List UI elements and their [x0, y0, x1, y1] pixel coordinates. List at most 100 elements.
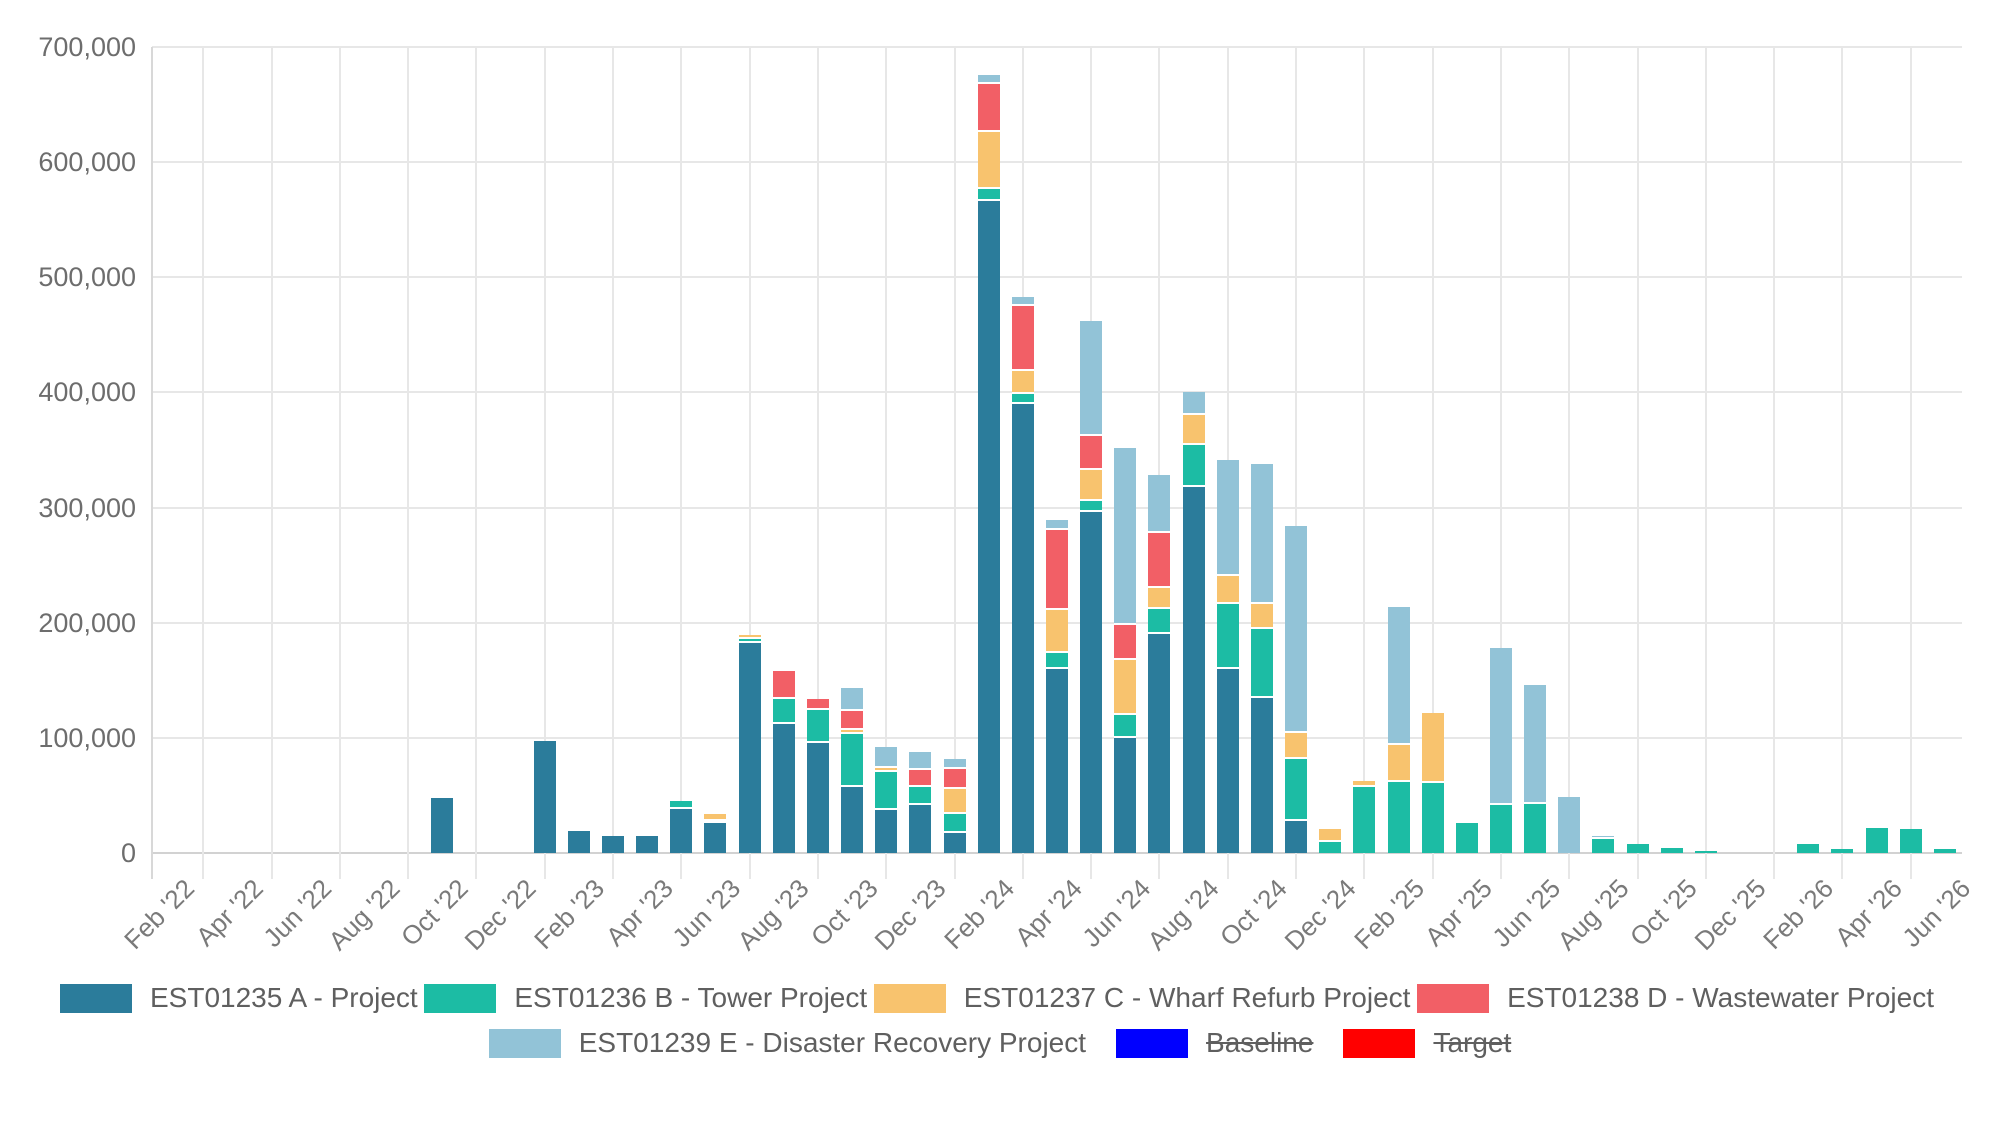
- bar-segment-c[interactable]: [1080, 469, 1103, 501]
- bar-segment-c[interactable]: [875, 767, 898, 773]
- bar-segment-e[interactable]: [1216, 460, 1239, 576]
- bar-segment-e[interactable]: [1080, 321, 1103, 437]
- bar-aug-25[interactable]: [1592, 835, 1615, 853]
- bar-segment-b[interactable]: [841, 734, 864, 788]
- bar-segment-a[interactable]: [841, 787, 864, 853]
- bar-segment-c[interactable]: [1285, 733, 1308, 759]
- bar-segment-e[interactable]: [1011, 296, 1034, 307]
- bar-segment-b[interactable]: [806, 710, 829, 743]
- bar-segment-b[interactable]: [1182, 445, 1205, 487]
- bar-segment-b[interactable]: [670, 801, 693, 810]
- bar-segment-b[interactable]: [1592, 839, 1615, 853]
- bar-segment-c[interactable]: [943, 788, 966, 814]
- bar-segment-c[interactable]: [977, 132, 1000, 189]
- bar-segment-b[interactable]: [1353, 787, 1376, 853]
- bar-segment-b[interactable]: [1489, 804, 1512, 853]
- bar-feb-24[interactable]: [977, 74, 1000, 853]
- bar-segment-e[interactable]: [875, 747, 898, 768]
- bar-feb-25[interactable]: [1387, 606, 1410, 853]
- bar-segment-d[interactable]: [1148, 532, 1171, 589]
- bar-segment-a[interactable]: [875, 810, 898, 853]
- bar-segment-c[interactable]: [1421, 712, 1444, 783]
- bar-segment-a[interactable]: [636, 836, 659, 853]
- legend-item-e[interactable]: EST01239 E - Disaster Recovery Project: [488, 1027, 1086, 1059]
- bar-segment-a[interactable]: [806, 742, 829, 853]
- bar-sep-24[interactable]: [1216, 460, 1239, 853]
- bar-segment-a[interactable]: [602, 836, 625, 853]
- bar-segment-c[interactable]: [1250, 604, 1273, 629]
- bar-segment-a[interactable]: [1216, 668, 1239, 853]
- bar-mar-25[interactable]: [1421, 712, 1444, 853]
- bar-segment-d[interactable]: [772, 671, 795, 699]
- bar-may-23[interactable]: [670, 801, 693, 853]
- bar-segment-c[interactable]: [1182, 415, 1205, 446]
- bar-segment-b[interactable]: [772, 698, 795, 724]
- bar-segment-a[interactable]: [1080, 512, 1103, 853]
- bar-dec-24[interactable]: [1319, 828, 1342, 853]
- bar-segment-b[interactable]: [1285, 758, 1308, 821]
- bar-segment-a[interactable]: [1011, 403, 1034, 853]
- bar-segment-e[interactable]: [1148, 475, 1171, 533]
- bar-segment-e[interactable]: [1524, 684, 1547, 804]
- bar-segment-d[interactable]: [841, 711, 864, 730]
- bar-segment-e[interactable]: [977, 74, 1000, 84]
- legend-item-a[interactable]: EST01235 A - Project: [60, 982, 418, 1014]
- bar-oct-25[interactable]: [1660, 848, 1683, 853]
- bar-jun-23[interactable]: [704, 813, 727, 853]
- bar-segment-d[interactable]: [1114, 625, 1137, 660]
- bar-segment-b[interactable]: [943, 813, 966, 834]
- bar-segment-c[interactable]: [1148, 588, 1171, 609]
- bar-apr-25[interactable]: [1455, 823, 1478, 853]
- bar-jan-23[interactable]: [533, 741, 556, 853]
- bar-segment-c[interactable]: [1114, 659, 1137, 715]
- bar-jun-26[interactable]: [1933, 849, 1956, 853]
- bar-mar-24[interactable]: [1011, 296, 1034, 853]
- bar-segment-b[interactable]: [977, 188, 1000, 202]
- bar-sep-25[interactable]: [1626, 843, 1649, 853]
- bar-segment-c[interactable]: [1216, 575, 1239, 605]
- bar-segment-e[interactable]: [1046, 520, 1068, 530]
- bar-segment-a[interactable]: [533, 741, 556, 853]
- bar-apr-26[interactable]: [1865, 827, 1888, 853]
- bar-segment-e[interactable]: [1489, 648, 1512, 805]
- bar-mar-23[interactable]: [602, 836, 625, 853]
- bar-apr-23[interactable]: [636, 836, 659, 853]
- legend-item-baseline[interactable]: Baseline: [1116, 1027, 1313, 1059]
- bar-segment-b[interactable]: [1831, 849, 1854, 853]
- bar-segment-c[interactable]: [1353, 780, 1376, 788]
- bar-may-26[interactable]: [1899, 828, 1922, 853]
- bar-jan-24[interactable]: [943, 758, 966, 853]
- bar-jul-23[interactable]: [738, 635, 761, 853]
- bar-jun-25[interactable]: [1524, 684, 1547, 853]
- legend-item-d[interactable]: EST01238 D - Wastewater Project: [1417, 982, 1934, 1014]
- bar-segment-b[interactable]: [1011, 393, 1034, 404]
- bar-segment-d[interactable]: [1046, 529, 1068, 611]
- bar-segment-b[interactable]: [1455, 823, 1478, 853]
- bar-segment-b[interactable]: [1216, 604, 1239, 669]
- bar-segment-e[interactable]: [1558, 796, 1581, 853]
- bar-segment-e[interactable]: [1250, 463, 1273, 605]
- bar-segment-a[interactable]: [567, 831, 590, 853]
- bar-segment-b[interactable]: [1933, 849, 1956, 853]
- legend-item-target[interactable]: Target: [1343, 1027, 1511, 1059]
- bar-segment-d[interactable]: [977, 83, 1000, 133]
- bar-segment-e[interactable]: [1114, 447, 1137, 626]
- bar-segment-c[interactable]: [841, 729, 864, 735]
- bar-segment-e[interactable]: [943, 758, 966, 769]
- bar-may-24[interactable]: [1080, 321, 1103, 853]
- bar-segment-a[interactable]: [1250, 697, 1273, 853]
- bar-segment-b[interactable]: [1114, 714, 1137, 738]
- bar-segment-b[interactable]: [909, 787, 932, 805]
- bar-segment-a[interactable]: [670, 809, 693, 853]
- bar-segment-b[interactable]: [738, 638, 761, 644]
- bar-segment-c[interactable]: [1387, 744, 1410, 782]
- bar-segment-b[interactable]: [1250, 628, 1273, 698]
- bar-apr-24[interactable]: [1046, 520, 1068, 853]
- bar-segment-a[interactable]: [1182, 486, 1205, 853]
- bar-dec-23[interactable]: [909, 751, 932, 853]
- bar-segment-e[interactable]: [909, 751, 932, 771]
- bar-segment-b[interactable]: [1524, 803, 1547, 853]
- bar-segment-a[interactable]: [1148, 634, 1171, 853]
- bar-aug-23[interactable]: [772, 671, 795, 853]
- bar-segment-b[interactable]: [1421, 782, 1444, 853]
